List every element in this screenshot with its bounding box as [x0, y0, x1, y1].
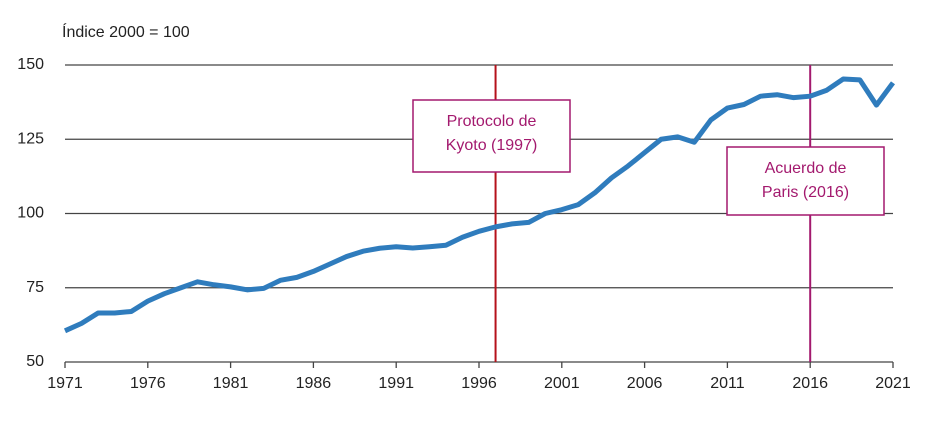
- x-tick-label: 1996: [461, 375, 497, 392]
- x-tick-label: 2016: [792, 375, 828, 392]
- y-tick-label: 50: [26, 353, 44, 370]
- y-tick-label: 75: [26, 279, 44, 296]
- x-tick-label: 2001: [544, 375, 580, 392]
- x-tick-label: 2006: [627, 375, 663, 392]
- x-tick-label: 2021: [875, 375, 911, 392]
- x-tick-label: 1986: [296, 375, 332, 392]
- y-tick-label: 125: [17, 130, 44, 147]
- annotation-box: [412, 99, 571, 173]
- annotation-text: Paris (2016): [762, 184, 849, 201]
- annotation-text: Protocolo de: [447, 113, 537, 130]
- x-tick-label: 2011: [710, 375, 745, 392]
- x-tick-label: 1971: [47, 375, 83, 392]
- annotation-text: Kyoto (1997): [446, 137, 538, 154]
- x-tick-label: 1976: [130, 375, 166, 392]
- data-line: [63, 76, 896, 334]
- y-axis-label: Índice 2000 = 100: [62, 22, 190, 41]
- y-tick-label: 100: [17, 205, 44, 222]
- x-tick-label: 1991: [378, 375, 414, 392]
- annotation-text: Acuerdo de: [765, 160, 847, 177]
- y-tick-label: 150: [17, 56, 44, 73]
- annotation-box: [726, 146, 885, 216]
- x-tick-label: 1981: [213, 375, 249, 392]
